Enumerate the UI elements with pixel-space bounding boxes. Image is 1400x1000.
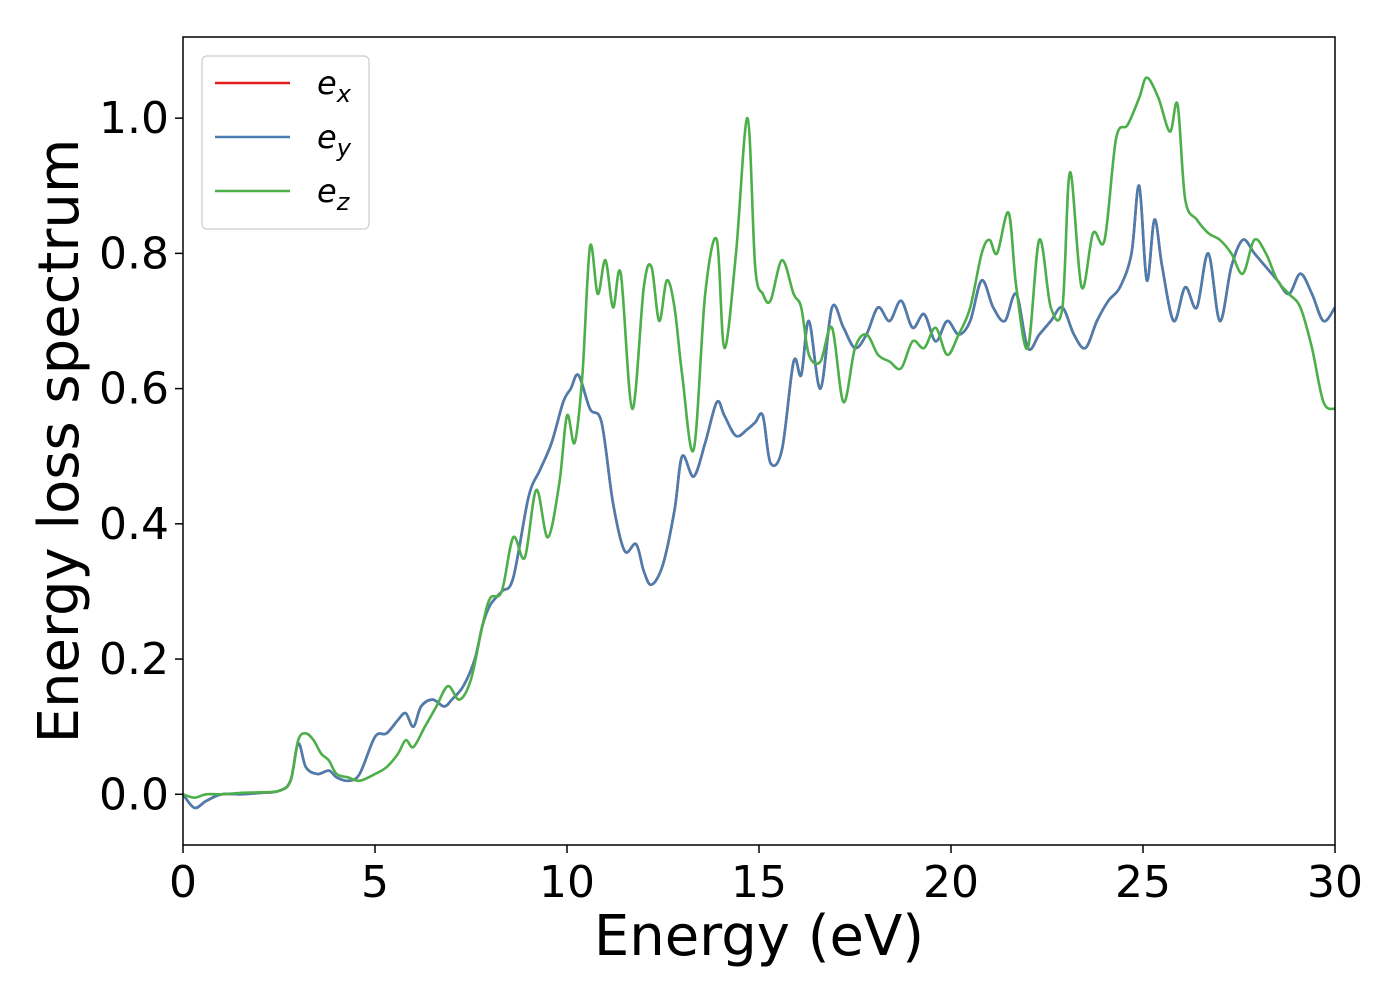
x-tick-label: 0 xyxy=(169,857,197,908)
x-tick-label: 5 xyxy=(361,857,389,908)
y-tick-label: 0.0 xyxy=(99,769,169,820)
y-axis-ticks: 0.0 0.2 0.4 0.6 0.8 1.0 xyxy=(99,93,183,820)
y-tick-label: 0.4 xyxy=(99,499,169,550)
legend-label-z: ez xyxy=(317,172,351,216)
x-tick-label: 25 xyxy=(1115,857,1171,908)
legend: ex ey ez xyxy=(201,55,370,230)
legend-label-x: ex xyxy=(317,64,352,108)
y-tick-label: 0.6 xyxy=(99,364,169,415)
series-line-z xyxy=(183,76,1335,799)
legend-label-y: ey xyxy=(317,118,352,162)
series-layer xyxy=(183,76,1335,810)
y-tick-label: 1.0 xyxy=(99,93,169,144)
x-tick-label: 15 xyxy=(731,857,787,908)
x-tick-label: 10 xyxy=(539,857,595,908)
x-tick-label: 20 xyxy=(923,857,979,908)
legend-box xyxy=(201,55,370,230)
y-axis-title: Energy loss spectrum xyxy=(27,139,92,744)
x-tick-label: 30 xyxy=(1307,857,1363,908)
y-tick-label: 0.2 xyxy=(99,634,169,685)
series-line-y xyxy=(183,184,1335,810)
x-axis-title: Energy (eV) xyxy=(594,904,924,969)
x-axis-ticks: 0 5 10 15 20 25 30 xyxy=(169,845,1363,908)
y-tick-label: 0.8 xyxy=(99,228,169,279)
